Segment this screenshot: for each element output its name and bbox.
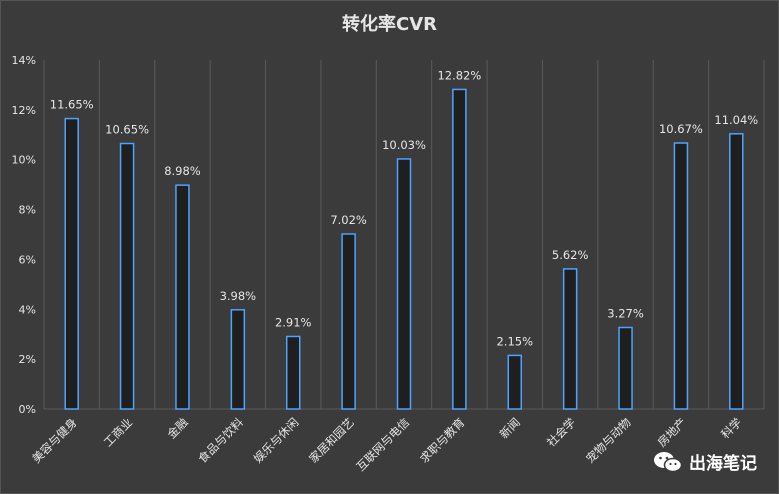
category-label: 互联网与电信 bbox=[353, 415, 412, 474]
data-label: 10.03% bbox=[382, 138, 426, 152]
y-tick-label: 12% bbox=[12, 104, 36, 117]
bar bbox=[507, 354, 523, 410]
y-tick-label: 4% bbox=[19, 303, 36, 316]
data-label: 7.02% bbox=[330, 213, 367, 227]
category-label: 工商业 bbox=[101, 415, 135, 449]
bar bbox=[618, 326, 633, 410]
bar bbox=[673, 142, 689, 410]
data-label: 11.04% bbox=[714, 113, 758, 127]
watermark: 出海笔记 bbox=[653, 449, 757, 474]
y-tick-label: 6% bbox=[19, 253, 36, 266]
chart-title: 转化率CVR bbox=[341, 14, 437, 35]
y-tick-label: 10% bbox=[12, 154, 36, 167]
bar bbox=[285, 335, 301, 410]
category-label: 房地产 bbox=[655, 415, 689, 449]
category-label: 求职与教育 bbox=[417, 415, 468, 466]
y-tick-label: 14% bbox=[12, 54, 36, 67]
wechat-icon bbox=[654, 451, 683, 472]
category-label: 社会学 bbox=[544, 415, 578, 449]
data-label: 5.62% bbox=[552, 248, 589, 262]
bar bbox=[341, 233, 356, 410]
y-tick-label: 0% bbox=[19, 403, 36, 416]
category-label: 宠物与动物 bbox=[583, 415, 634, 466]
watermark-text: 出海笔记 bbox=[689, 454, 757, 474]
data-label: 8.98% bbox=[164, 164, 201, 178]
category-label: 新闻 bbox=[497, 415, 523, 441]
category-label: 娱乐与休闲 bbox=[251, 415, 302, 466]
data-label: 2.15% bbox=[496, 334, 533, 348]
y-tick-label: 8% bbox=[19, 204, 36, 217]
category-label: 食品与饮料 bbox=[195, 415, 246, 466]
category-label: 金融 bbox=[164, 415, 191, 442]
bar bbox=[119, 142, 135, 410]
data-label: 3.98% bbox=[220, 289, 257, 303]
bar bbox=[396, 158, 412, 410]
bar bbox=[230, 309, 246, 410]
category-label: 科学 bbox=[718, 415, 744, 441]
data-label: 12.82% bbox=[437, 68, 481, 82]
bar bbox=[562, 268, 578, 410]
data-label: 3.27% bbox=[607, 306, 644, 320]
bar bbox=[452, 88, 467, 410]
category-label: 家居和园艺 bbox=[306, 415, 357, 466]
data-label: 10.67% bbox=[659, 122, 703, 136]
bar bbox=[175, 184, 190, 410]
data-label: 10.65% bbox=[105, 123, 149, 137]
y-tick-label: 2% bbox=[19, 353, 36, 366]
data-label: 2.91% bbox=[275, 315, 312, 329]
bar bbox=[729, 133, 744, 410]
category-label: 美容与健身 bbox=[29, 415, 80, 466]
data-label: 11.65% bbox=[50, 98, 94, 112]
bar bbox=[64, 117, 79, 410]
